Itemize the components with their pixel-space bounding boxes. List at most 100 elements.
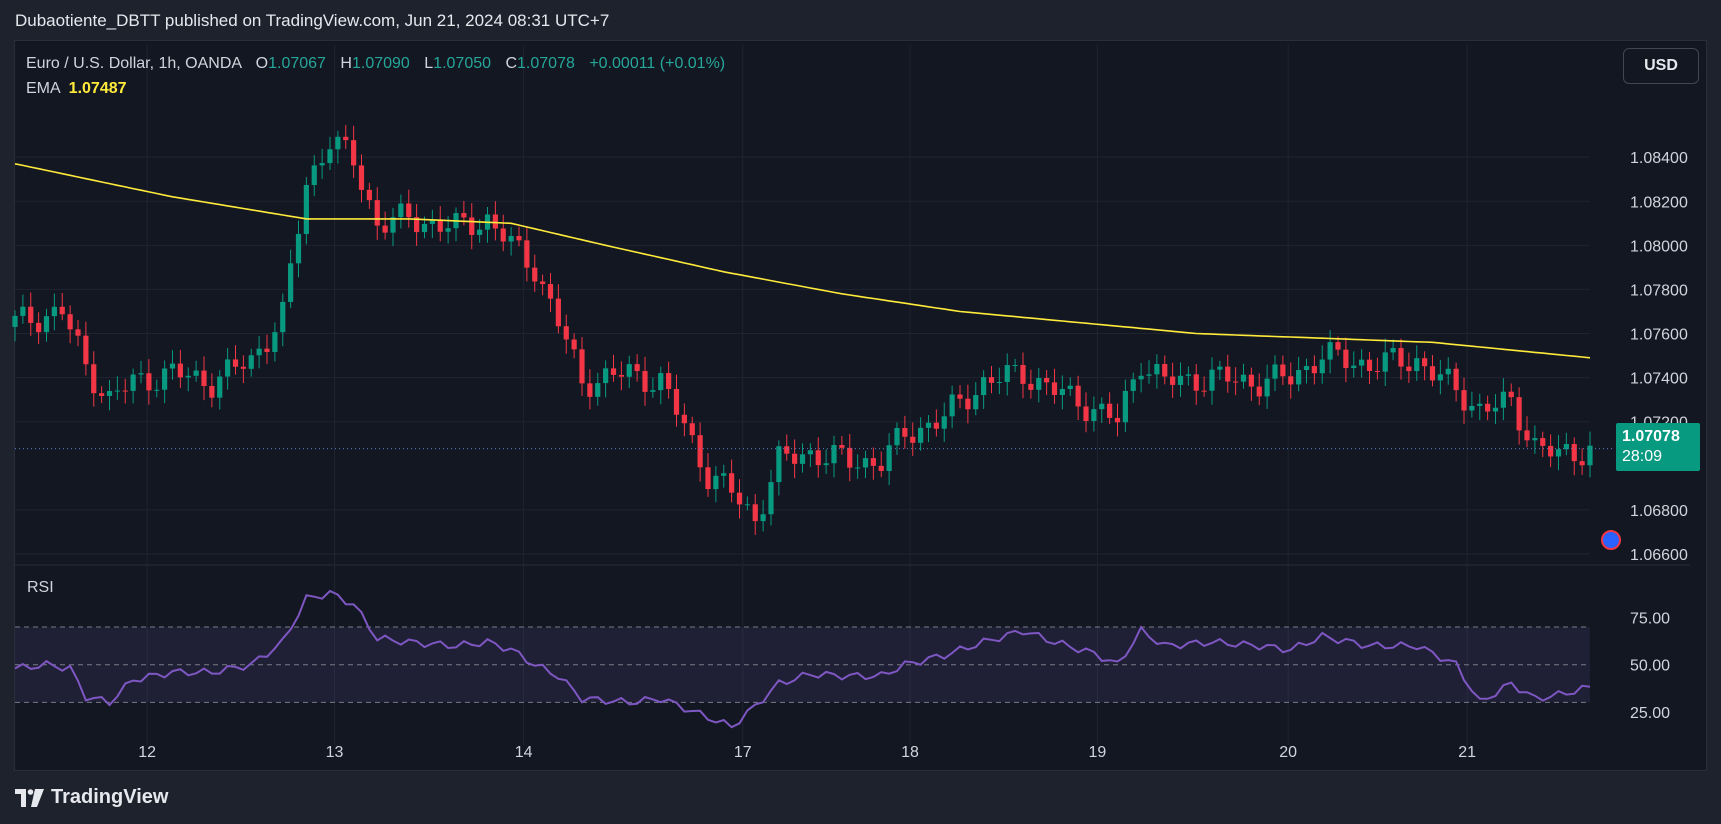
candle-up[interactable] (106, 391, 113, 396)
candle-down[interactable] (1233, 381, 1239, 383)
candle-up[interactable] (1437, 374, 1443, 381)
candle-down[interactable] (1343, 349, 1349, 369)
candle-up[interactable] (1303, 366, 1310, 370)
candle-down[interactable] (1422, 358, 1428, 367)
candle-down[interactable] (563, 326, 569, 340)
candle-up[interactable] (1272, 364, 1278, 379)
candle-down[interactable] (91, 364, 97, 394)
candle-up[interactable] (217, 376, 223, 398)
candle-up[interactable] (1099, 403, 1105, 410)
candle-up[interactable] (1004, 365, 1010, 382)
candle-down[interactable] (571, 339, 577, 350)
candle-up[interactable] (193, 370, 199, 376)
candle-up[interactable] (831, 444, 837, 464)
candle-down[interactable] (902, 428, 908, 437)
candle-up[interactable] (225, 359, 231, 377)
candle-down[interactable] (461, 213, 467, 218)
candle-down[interactable] (351, 140, 357, 166)
candle-up[interactable] (1067, 385, 1073, 390)
candle-down[interactable] (232, 359, 239, 367)
candle-down[interactable] (146, 373, 152, 391)
candle-down[interactable] (957, 394, 963, 399)
candle-down[interactable] (492, 214, 498, 229)
candle-down[interactable] (1406, 366, 1412, 372)
candle-up[interactable] (886, 445, 892, 472)
candle-down[interactable] (75, 329, 81, 336)
candle-up[interactable] (981, 377, 987, 396)
candle-up[interactable] (823, 463, 829, 466)
candle-up[interactable] (327, 149, 333, 164)
candle-up[interactable] (1240, 374, 1247, 382)
candle-up[interactable] (248, 355, 254, 369)
eu-flag-icon[interactable] (1601, 530, 1621, 550)
candle-down[interactable] (847, 447, 853, 468)
candle-up[interactable] (1445, 368, 1451, 375)
candle-down[interactable] (784, 446, 790, 454)
candle-up[interactable] (256, 348, 262, 356)
candle-down[interactable] (689, 423, 695, 436)
candle-up[interactable] (508, 236, 514, 242)
candle-down[interactable] (1366, 359, 1373, 371)
candle-down[interactable] (1453, 368, 1459, 391)
candle-down[interactable] (1288, 376, 1294, 385)
candle-down[interactable] (870, 458, 876, 466)
candle-up[interactable] (1138, 375, 1144, 380)
candle-up[interactable] (130, 374, 136, 391)
candle-up[interactable] (1012, 365, 1018, 367)
ema-legend[interactable]: EMA 1.07487 (26, 80, 127, 98)
candle-down[interactable] (1248, 374, 1254, 387)
candle-up[interactable] (1319, 359, 1325, 374)
candle-up[interactable] (1587, 445, 1593, 466)
candle-down[interactable] (1540, 438, 1546, 446)
candle-up[interactable] (1185, 374, 1191, 376)
candle-up[interactable] (114, 390, 120, 392)
candle-up[interactable] (925, 422, 932, 428)
candle-up[interactable] (1390, 348, 1396, 353)
candle-up[interactable] (595, 383, 601, 397)
candle-up[interactable] (1036, 378, 1042, 390)
candle-up[interactable] (713, 475, 719, 490)
candle-up[interactable] (1177, 375, 1184, 385)
candle-down[interactable] (1311, 366, 1317, 374)
candle-down[interactable] (1508, 391, 1514, 398)
candle-up[interactable] (1130, 379, 1136, 391)
candle-up[interactable] (658, 373, 664, 391)
candle-down[interactable] (1201, 390, 1207, 392)
candle-up[interactable] (1209, 369, 1215, 391)
candle-up[interactable] (1122, 390, 1128, 423)
candle-down[interactable] (933, 422, 939, 429)
candle-down[interactable] (1579, 461, 1585, 466)
candle-up[interactable] (996, 381, 1002, 383)
candle-down[interactable] (540, 281, 546, 285)
candle-up[interactable] (288, 263, 294, 302)
candle-down[interactable] (697, 435, 703, 468)
candle-up[interactable] (776, 446, 782, 483)
candle-down[interactable] (547, 284, 554, 299)
candle-up[interactable] (1327, 342, 1333, 360)
candle-up[interactable] (855, 467, 861, 469)
candle-down[interactable] (122, 390, 128, 392)
candle-down[interactable] (1516, 397, 1522, 431)
candle-up[interactable] (744, 504, 750, 506)
candle-down[interactable] (1374, 370, 1380, 372)
candle-down[interactable] (264, 348, 270, 352)
candle-down[interactable] (36, 322, 42, 333)
candle-down[interactable] (406, 203, 412, 218)
candle-up[interactable] (1532, 438, 1538, 441)
candle-down[interactable] (500, 228, 506, 242)
candle-up[interactable] (1382, 352, 1388, 372)
candle-up[interactable] (768, 482, 774, 515)
candle-up[interactable] (303, 184, 309, 234)
candle-down[interactable] (666, 373, 672, 389)
candle-down[interactable] (1193, 374, 1199, 391)
candle-up[interactable] (1296, 369, 1302, 385)
candle-down[interactable] (67, 314, 73, 330)
candle-down[interactable] (1075, 385, 1081, 407)
candle-up[interactable] (1217, 366, 1223, 370)
candle-up[interactable] (862, 458, 869, 468)
candle-down[interactable] (437, 220, 443, 232)
candle-down[interactable] (1280, 364, 1286, 377)
candle-down[interactable] (1335, 342, 1341, 350)
candle-up[interactable] (335, 136, 341, 150)
candle-up[interactable] (1154, 364, 1160, 375)
